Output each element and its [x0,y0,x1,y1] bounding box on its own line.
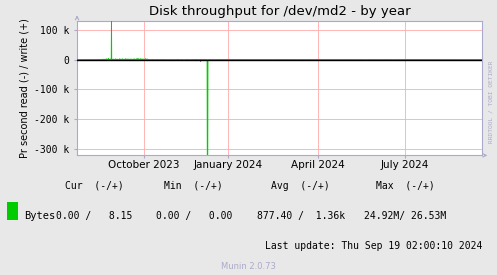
Text: Munin 2.0.73: Munin 2.0.73 [221,262,276,271]
Text: RRDTOOL / TOBI OETIKER: RRDTOOL / TOBI OETIKER [489,60,494,143]
Text: 877.40 /  1.36k: 877.40 / 1.36k [256,211,345,221]
Text: 0.00 /   8.15: 0.00 / 8.15 [56,211,133,221]
Text: Avg  (-/+): Avg (-/+) [271,181,330,191]
Y-axis label: Pr second read (-) / write (+): Pr second read (-) / write (+) [20,18,30,158]
Text: Last update: Thu Sep 19 02:00:10 2024: Last update: Thu Sep 19 02:00:10 2024 [265,241,482,251]
Text: Bytes: Bytes [24,211,55,221]
Text: Cur  (-/+): Cur (-/+) [65,181,124,191]
Text: Min  (-/+): Min (-/+) [165,181,223,191]
Text: 24.92M/ 26.53M: 24.92M/ 26.53M [364,211,446,221]
Text: Max  (-/+): Max (-/+) [376,181,434,191]
Text: 0.00 /   0.00: 0.00 / 0.00 [156,211,232,221]
Title: Disk throughput for /dev/md2 - by year: Disk throughput for /dev/md2 - by year [149,5,411,18]
